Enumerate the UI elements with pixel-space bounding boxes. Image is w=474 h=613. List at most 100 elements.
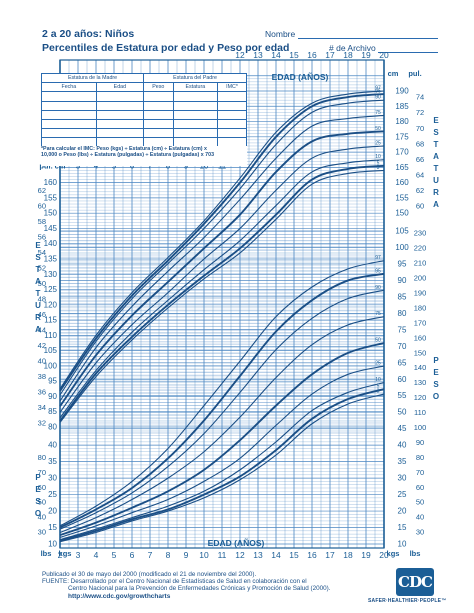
tick-label-cm: 100 [44, 361, 58, 370]
tick-label-in: 34 [38, 403, 46, 412]
bmi-note-line1: *Para calcular el IMC: Peso (kgs) ÷ Esta… [41, 146, 207, 152]
mother-height-label: Estatura de la Madre [40, 72, 145, 84]
table-cell[interactable] [95, 91, 145, 102]
tick-label-kg: 15 [48, 523, 57, 532]
table-cell[interactable] [172, 128, 219, 139]
table-cell[interactable] [41, 118, 97, 130]
tick-label-lb: 230 [414, 229, 427, 238]
tick-label-cm: 90 [48, 392, 57, 401]
tick-label-kg: 35 [48, 457, 57, 466]
table-cell[interactable] [143, 128, 174, 139]
tick-label-in: 50 [38, 279, 46, 288]
percentile-label: 95 [375, 89, 381, 95]
table-cell[interactable] [143, 109, 174, 120]
age-tick-bottom: 10 [199, 550, 209, 560]
table-cell[interactable] [217, 100, 247, 111]
table-cell[interactable] [95, 128, 145, 139]
tick-label-in: 44 [38, 325, 46, 334]
table-cell[interactable] [172, 100, 219, 111]
tick-label-cm: 150 [395, 209, 409, 218]
percentile-curve [59, 289, 385, 530]
record-label: # de Archivo [329, 43, 376, 53]
record-field[interactable] [378, 52, 438, 53]
table-cell[interactable] [95, 100, 145, 111]
age-tick-bottom: 7 [148, 550, 153, 560]
tick-label-lb: 180 [414, 303, 427, 312]
tick-label-lb: 130 [414, 378, 427, 387]
table-cell[interactable] [41, 91, 97, 102]
percentile-curve [59, 260, 385, 527]
table-cell[interactable] [217, 109, 247, 120]
percentile-label: 97 [375, 86, 381, 92]
tick-label-cm: 115 [44, 316, 57, 325]
chart-title: 2 a 20 años: Niños [42, 28, 135, 40]
unit-label-lb: lbs [410, 549, 421, 558]
percentile-label: 5 [377, 160, 380, 166]
percentile-curve [59, 316, 385, 533]
tick-label-in: 60 [38, 201, 46, 210]
tick-label-lb: 90 [416, 438, 424, 447]
age-tick-bottom: 19 [361, 550, 371, 560]
tick-label-kg: 40 [398, 441, 407, 450]
footer-source-2: Centro Nacional para la Prevención de En… [68, 585, 331, 592]
tick-label-kg: 85 [398, 292, 407, 301]
table-cell[interactable] [41, 100, 97, 111]
chart-subtitle: Percentiles de Estatura por edad y Peso … [42, 42, 290, 54]
tick-label-kg: 70 [398, 342, 407, 351]
table-cell[interactable] [143, 91, 174, 102]
tick-label-in: 42 [38, 341, 46, 350]
table-cell[interactable] [143, 118, 174, 130]
table-cell[interactable] [217, 118, 247, 130]
tick-label-in: 36 [38, 388, 46, 397]
table-cell[interactable] [95, 118, 145, 130]
age-tick-top: 15 [289, 50, 299, 60]
table-cell[interactable] [172, 109, 219, 120]
tick-label-lb: 190 [414, 288, 427, 297]
tick-label-cm: 130 [44, 270, 58, 279]
tick-label-kg: 55 [398, 391, 407, 400]
table-cell[interactable] [172, 118, 219, 130]
tick-label-cm: 140 [44, 239, 58, 248]
bmi-note: *Para calcular el IMC: Peso (kgs) ÷ Esta… [41, 146, 247, 166]
name-field[interactable] [298, 38, 438, 39]
tick-label-lb: 160 [414, 333, 427, 342]
father-height-label: Estatura del Padre [143, 72, 247, 84]
table-cell[interactable] [217, 91, 247, 102]
tick-label-kg: 30 [398, 474, 407, 483]
percentile-label: 90 [375, 285, 381, 291]
name-label: Nombre [265, 29, 296, 39]
tick-label-kg: 95 [398, 259, 407, 268]
age-tick-bottom: 13 [253, 550, 263, 560]
percentile-label: 10 [375, 154, 381, 160]
table-cell[interactable] [217, 128, 247, 139]
tick-label-kg: 35 [398, 457, 407, 466]
tick-label-kg: 30 [48, 474, 57, 483]
table-cell[interactable] [143, 100, 174, 111]
percentile-curve [59, 130, 385, 407]
tick-label-cm: 165 [395, 163, 409, 172]
tick-label-lb: 40 [416, 513, 424, 522]
tick-label-kg: 80 [398, 309, 407, 318]
unit-label-in: pul. [408, 69, 421, 78]
table-cell[interactable] [41, 128, 97, 139]
table-cell[interactable] [41, 109, 97, 120]
percentile-curve [59, 393, 385, 543]
table-cell[interactable] [95, 109, 145, 120]
age-tick-bottom: 4 [94, 550, 99, 560]
percentile-curve [59, 272, 385, 529]
age-tick-bottom: 20 [379, 550, 389, 560]
footer-url[interactable]: http://www.cdc.gov/growthcharts [68, 593, 171, 600]
tick-label-kg: 40 [48, 441, 57, 450]
age-tick-bottom: 15 [289, 550, 299, 560]
tick-label-kg: 105 [395, 227, 409, 236]
percentile-label: 3 [377, 165, 380, 171]
table-cell[interactable] [172, 91, 219, 102]
tick-label-kg: 100 [395, 243, 409, 252]
footer-source: FUENTE: Desarrollado por el Centro Nacio… [42, 578, 307, 585]
tick-label-lb: 200 [414, 274, 427, 283]
